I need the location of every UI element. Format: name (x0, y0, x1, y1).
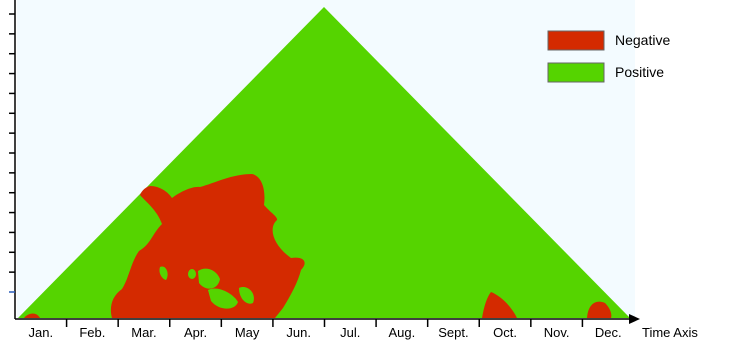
positive-hole-4 (239, 287, 254, 304)
positive-hole-5 (159, 266, 168, 280)
x-tick-label: Mar. (131, 325, 156, 340)
positive-hole-2 (198, 268, 220, 289)
x-tick-label: Apr. (184, 325, 207, 340)
legend-swatch-negative (547, 30, 605, 51)
x-tick-label: Sept. (438, 325, 468, 340)
legend-label-negative: Negative (615, 32, 670, 48)
positive-hole-1 (188, 269, 196, 279)
legend: Negative Positive (547, 30, 670, 83)
x-tick-label: Nov. (544, 325, 570, 340)
negative-region-main (110, 174, 305, 318)
negative-region-low-left (24, 313, 40, 318)
x-tick-label: Jul. (340, 325, 360, 340)
x-tick-label: Dec. (595, 325, 622, 340)
x-axis-title: Time Axis (642, 325, 698, 340)
positive-hole-3 (208, 288, 238, 309)
negative-region-oct (482, 292, 517, 318)
negative-region-dec (587, 301, 612, 318)
x-tick-label: Oct. (493, 325, 517, 340)
legend-label-positive: Positive (615, 64, 664, 80)
x-tick-label: Jun. (286, 325, 311, 340)
x-axis-arrowhead (629, 314, 640, 324)
x-tick-label: Jan. (29, 325, 54, 340)
x-tick-label: Aug. (389, 325, 416, 340)
x-tick-label: May (235, 325, 260, 340)
legend-swatch-positive (547, 62, 605, 83)
x-tick-label: Feb. (79, 325, 105, 340)
